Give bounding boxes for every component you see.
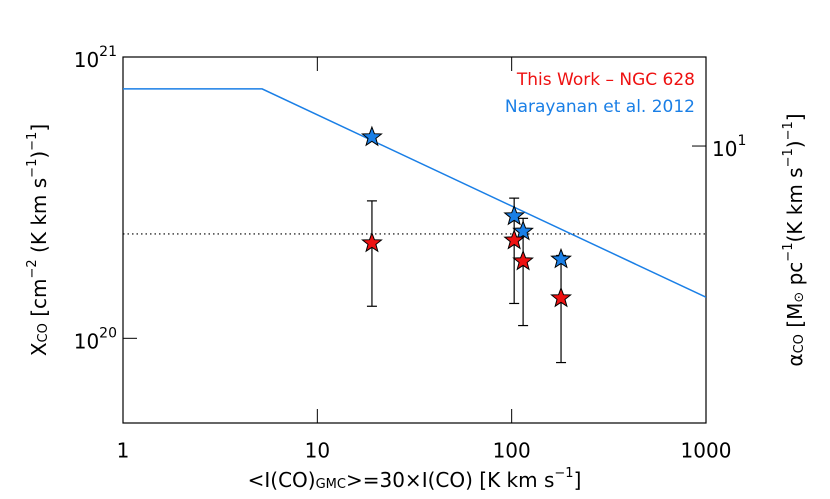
y-tick-label: 1021 [74,44,117,72]
label-part: >=30×I(CO) [K km s [346,468,554,492]
label-part: α [783,353,807,366]
label-part: −1 [781,243,796,262]
label-part: (K km s [783,167,807,242]
x-tick-label: 1000 [681,439,732,463]
star-marker [512,249,534,271]
label-part: [cm [27,278,51,323]
label-part: −2 [25,259,40,278]
star-marker [503,228,526,250]
label-part: <I(CO) [248,468,316,492]
label-part: −1 [781,121,796,140]
error-bar [518,217,529,327]
label-part: pc [783,262,807,292]
label-part: [M [783,303,807,334]
plot-frame [122,56,707,424]
label-part: −1 [25,132,40,151]
label-part: −1 [554,466,573,481]
legend-entry: This Work – NGC 628 [516,70,695,90]
label-part: ] [783,113,807,121]
label-part: −1 [25,159,40,178]
star-marker [550,247,572,269]
x-axis-label: <I(CO)GMC>=30×I(CO) [K km s−1] [248,466,582,492]
star-marker [503,204,526,226]
star-marker [512,219,534,241]
tick-base: 10 [712,137,737,161]
label-part: ] [574,468,582,492]
star-marker [361,125,383,147]
label-part: X [27,342,51,356]
model-line [123,88,706,298]
legend-entry: Narayanan et al. 2012 [505,97,695,117]
x-tick-label: 1 [117,439,130,463]
label-part: ⊙ [792,292,807,303]
x-tick-label: 100 [493,439,531,463]
label-part: GMC [316,477,346,492]
label-part: CO [792,334,807,353]
tick-exponent: 1 [737,133,746,149]
y-tick-label: 101 [712,133,746,161]
label-part: CO [36,323,51,342]
star-marker [550,286,572,308]
error-bar [556,254,567,364]
tick-exponent: 20 [99,325,117,341]
y-tick-label: 1020 [74,325,117,353]
label-part: (K km s [27,178,51,259]
label-part: ) [27,151,51,159]
y-axis-label: XCO [cm−2 (K km s−1)−1] [25,124,51,356]
y2-axis-label: αCO [M⊙ pc−1(K km s−1)−1] [781,113,807,366]
x-tick-label: 10 [305,439,330,463]
tick-exponent: 21 [99,44,117,60]
label-part: −1 [781,148,796,167]
label-part: ) [783,140,807,148]
tick-base: 10 [74,329,99,353]
error-bar [366,200,377,307]
tick-base: 10 [74,48,99,72]
star-marker [361,231,383,253]
label-part: ] [27,124,51,132]
